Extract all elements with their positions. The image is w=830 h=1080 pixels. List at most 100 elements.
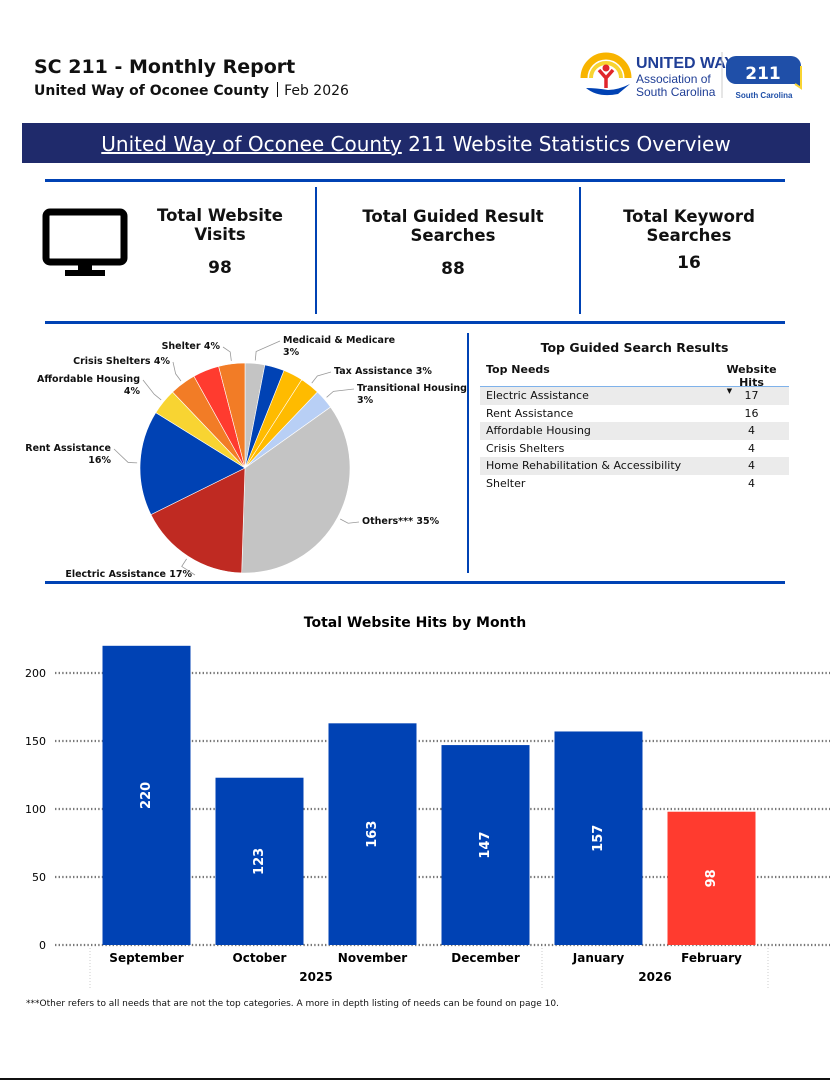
need-name: Affordable Housing xyxy=(486,424,591,437)
slice-pct: 4% xyxy=(123,386,140,397)
svg-text:UNITED WAY: UNITED WAY xyxy=(636,55,735,72)
slice-pct: 16% xyxy=(88,455,111,466)
table-header: Top Needs Website Hits ▼ xyxy=(480,363,789,395)
x-tick-label: February xyxy=(681,951,742,965)
table-row: Affordable Housing 4 xyxy=(480,422,789,440)
leader-line xyxy=(326,388,355,398)
need-name: Shelter xyxy=(486,476,526,490)
divider xyxy=(467,333,469,573)
pie-label: Others*** 35% xyxy=(362,516,439,528)
footnote: ***Other refers to all needs that are no… xyxy=(26,999,559,1009)
pie-label: Tax Assistance 3% xyxy=(334,366,432,378)
bar xyxy=(554,731,643,945)
bar-value-label: 123 xyxy=(252,848,267,875)
y-tick-label: 100 xyxy=(25,803,46,816)
monitor-icon xyxy=(42,208,128,276)
column-header-top-needs[interactable]: Top Needs xyxy=(486,363,550,376)
svg-text:South Carolina: South Carolina xyxy=(736,91,793,100)
pie-label: Crisis Shelters 4% xyxy=(73,356,170,368)
report-subtitle: United Way of Oconee County Feb 2026 xyxy=(34,82,349,99)
table-row: Rent Assistance 16 xyxy=(480,405,789,423)
hit-count: 4 xyxy=(748,424,755,437)
pie-label: Transitional Housing 3% xyxy=(357,383,467,407)
need-name: Crisis Shelters xyxy=(486,441,565,455)
slice-pct: 4% xyxy=(153,356,170,367)
slice-pct: 3% xyxy=(415,366,432,377)
x-tick-label: November xyxy=(338,951,407,965)
bar-value-label: 98 xyxy=(704,869,719,887)
x-tick-label: October xyxy=(233,951,287,965)
hit-count: 17 xyxy=(744,389,759,402)
x-tick-label: December xyxy=(451,951,520,965)
slice-name: Electric Assistance xyxy=(65,569,166,580)
bar-value-label: 163 xyxy=(365,821,380,848)
pie-label: Electric Assistance 17% xyxy=(65,569,192,581)
bar xyxy=(667,811,756,945)
banner-org: United Way of Oconee County xyxy=(101,132,402,156)
slice-name: Crisis Shelters xyxy=(73,356,151,367)
y-tick-label: 50 xyxy=(32,871,46,884)
kpi-guided-searches: Total Guided Result Searches 88 xyxy=(322,207,584,279)
bar-value-label: 220 xyxy=(139,782,154,809)
bar xyxy=(441,745,530,945)
need-name: Home Rehabilitation & Accessibility xyxy=(486,459,682,472)
year-label: 2026 xyxy=(638,970,671,984)
slice-pct: 3% xyxy=(357,395,374,406)
hit-count: 4 xyxy=(748,441,755,455)
slice-name: Tax Assistance xyxy=(334,366,413,377)
org-name: United Way of Oconee County xyxy=(34,83,270,99)
report-period: Feb 2026 xyxy=(284,83,349,99)
divider xyxy=(579,187,581,314)
bar-value-label: 147 xyxy=(478,831,493,858)
kpi-website-visits: Total Website Visits 98 xyxy=(130,206,310,278)
y-tick-label: 0 xyxy=(39,939,46,952)
slice-pct: 35% xyxy=(416,516,440,527)
slice-pct: 4% xyxy=(203,341,220,352)
need-name: Electric Assistance xyxy=(486,389,589,402)
x-tick-label: September xyxy=(109,951,183,965)
pie-slice xyxy=(218,362,246,469)
table-row: Electric Assistance 17 xyxy=(480,387,789,405)
column-header-website-hits[interactable]: Website Hits ▼ xyxy=(714,363,789,395)
leader-line xyxy=(222,346,232,361)
svg-text:211: 211 xyxy=(745,64,781,84)
slice-pct: 3% xyxy=(283,347,300,358)
kpi-keyword-searches: Total Keyword Searches 16 xyxy=(584,207,794,273)
pie-label: Affordable Housing 4% xyxy=(37,374,140,398)
slice-name: Rent Assistance xyxy=(25,443,111,454)
divider xyxy=(45,321,785,324)
leader-line xyxy=(142,379,162,401)
needs-pie-chart xyxy=(113,340,360,576)
banner-title: 211 Website Statistics Overview xyxy=(401,132,731,156)
bar xyxy=(102,645,191,945)
leader-line xyxy=(172,361,182,382)
table-title: Top Guided Search Results xyxy=(540,340,729,355)
kpi-label: Total Website Visits xyxy=(157,206,283,244)
kpi-value: 88 xyxy=(441,259,465,279)
year-label: 2025 xyxy=(299,970,332,984)
divider xyxy=(45,581,785,584)
divider xyxy=(45,179,785,182)
column-header-label: Website Hits xyxy=(726,363,777,389)
sort-desc-icon: ▼ xyxy=(726,387,733,395)
hit-count: 4 xyxy=(748,459,755,472)
pie-label: Medicaid & Medicare 3% xyxy=(283,335,395,359)
need-name: Rent Assistance xyxy=(486,406,574,420)
table-row: Crisis Shelters 4 xyxy=(480,440,789,458)
table-row: Shelter 4 xyxy=(480,475,789,493)
slice-name: Affordable Housing xyxy=(37,374,140,385)
slice-name: Shelter xyxy=(161,341,201,352)
kpi-label: Total Guided Result Searches xyxy=(362,207,544,245)
y-tick-label: 200 xyxy=(25,667,46,680)
pie-label: Rent Assistance 16% xyxy=(25,443,111,467)
leader-line xyxy=(311,371,332,384)
bar xyxy=(328,723,417,945)
chart-title: Total Website Hits by Month xyxy=(304,615,526,631)
slice-name: Medicaid & Medicare xyxy=(283,335,396,346)
pie-slice xyxy=(150,467,246,574)
pie-slice xyxy=(241,406,351,574)
monthly-hits-bar-chart: Total Website Hits by Month 0 50 100 150 200 2… xyxy=(25,615,830,990)
y-tick-label: 150 xyxy=(25,735,46,748)
overview-banner: United Way of Oconee County 211 Website … xyxy=(22,123,810,163)
leader-line xyxy=(254,340,281,361)
